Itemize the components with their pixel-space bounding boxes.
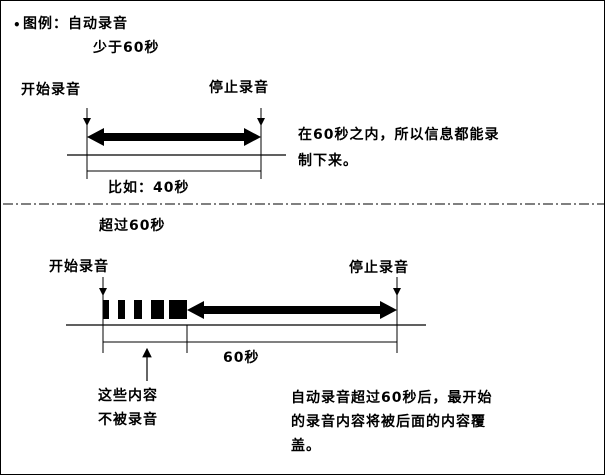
lost-content-line-2: 不被录音: [98, 412, 158, 428]
case-short-note-line-2: 制下来。: [298, 153, 358, 169]
case-short-title: 少于60秒: [93, 40, 160, 56]
stop-recording-label: 停止录音: [209, 80, 269, 96]
discarded-segment: [151, 300, 164, 319]
recorded-span-arrow: [187, 301, 397, 319]
discarded-segment: [169, 300, 187, 319]
duration-example-label: 比如：40秒: [108, 180, 190, 196]
discarded-segment: [103, 300, 109, 319]
case-short-note-line-1: 在60秒之内，所以信息都能录: [298, 127, 500, 143]
duration-label-60s: 60秒: [223, 350, 260, 366]
discarded-segment: [134, 300, 142, 319]
legend-title: 图例：自动录音: [23, 16, 128, 32]
recorded-span-arrow: [87, 128, 261, 146]
case-long-note-line-1: 自动录音超过60秒后，最开始: [291, 390, 493, 406]
discarded-segment: [118, 300, 125, 319]
stop-recording-label: 停止录音: [349, 260, 409, 276]
case-long-note-line-3: 盖。: [291, 438, 321, 454]
start-recording-label: 开始录音: [21, 82, 81, 98]
lost-content-line-1: 这些内容: [98, 388, 158, 404]
case-long-title: 超过60秒: [99, 218, 166, 234]
case-long-note-line-2: 的录音内容将被后面的内容覆: [291, 414, 486, 430]
start-recording-label: 开始录音: [49, 259, 109, 275]
legend-bullet: •: [13, 18, 22, 32]
